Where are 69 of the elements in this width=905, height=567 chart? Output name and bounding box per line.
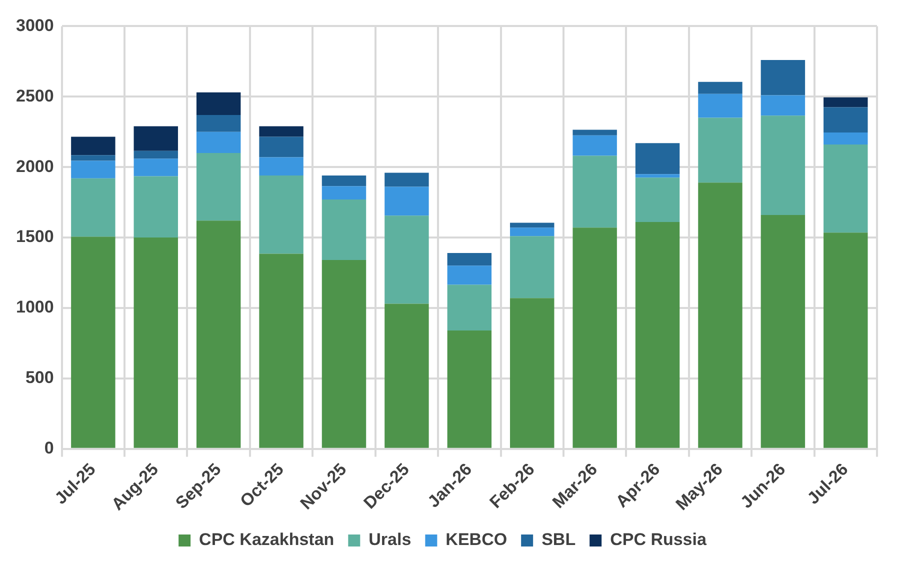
y-tick-label: 3000 xyxy=(16,16,54,35)
bar xyxy=(134,126,178,151)
bar xyxy=(635,174,680,178)
bar xyxy=(71,160,116,178)
bar xyxy=(322,176,366,186)
bar xyxy=(635,143,680,174)
y-tick-label: 500 xyxy=(25,368,54,388)
bar xyxy=(510,298,554,448)
bar xyxy=(760,60,806,96)
bar xyxy=(824,144,868,233)
bar xyxy=(572,135,617,156)
bar xyxy=(760,95,806,116)
bar xyxy=(322,199,366,260)
bar xyxy=(196,114,241,132)
legend-label: CPC Russia xyxy=(610,530,707,550)
bar xyxy=(259,254,304,448)
bar xyxy=(447,330,492,448)
y-tick-label: 2000 xyxy=(16,156,54,176)
bar xyxy=(259,176,304,254)
bar xyxy=(635,222,680,448)
legend-label: CPC Kazakhstan xyxy=(199,530,334,550)
bar xyxy=(698,94,742,118)
bar xyxy=(322,260,366,448)
bar xyxy=(196,132,241,153)
bar xyxy=(134,158,178,176)
bar xyxy=(71,155,116,161)
bar xyxy=(384,186,429,216)
bar xyxy=(134,176,178,238)
bar xyxy=(572,130,617,136)
y-tick-label: 2500 xyxy=(16,86,54,106)
bar xyxy=(447,284,492,330)
bar xyxy=(259,136,304,158)
bar xyxy=(196,220,241,448)
bar xyxy=(71,136,116,156)
y-tick-label: 1000 xyxy=(16,298,54,317)
bar xyxy=(824,97,868,108)
bar xyxy=(196,152,241,221)
bar xyxy=(447,266,492,285)
bar xyxy=(71,236,116,448)
bar xyxy=(134,238,178,448)
bar xyxy=(760,214,806,448)
bar xyxy=(259,126,304,137)
bar xyxy=(259,157,304,176)
bar xyxy=(572,228,617,448)
bar xyxy=(572,156,617,228)
bar xyxy=(510,222,554,228)
bar xyxy=(824,132,868,145)
bar xyxy=(510,236,554,298)
bar xyxy=(384,216,429,304)
bar xyxy=(635,178,680,222)
bar xyxy=(760,116,806,215)
bar xyxy=(384,304,429,448)
bar xyxy=(824,107,868,133)
bar xyxy=(698,182,742,448)
legend-label: Urals xyxy=(368,530,412,550)
legend-label: KEBCO xyxy=(446,530,508,550)
bar xyxy=(71,178,116,237)
legend-label: SBL xyxy=(542,530,576,550)
bar xyxy=(698,118,742,183)
bar xyxy=(447,253,492,266)
bar xyxy=(384,172,429,187)
bar xyxy=(134,150,178,159)
y-tick-label: 1500 xyxy=(16,227,54,246)
bar xyxy=(698,82,742,94)
bar xyxy=(824,232,868,448)
bar xyxy=(196,92,241,115)
y-tick-label: 0 xyxy=(44,438,54,458)
bar xyxy=(510,228,554,236)
bar xyxy=(322,186,366,200)
